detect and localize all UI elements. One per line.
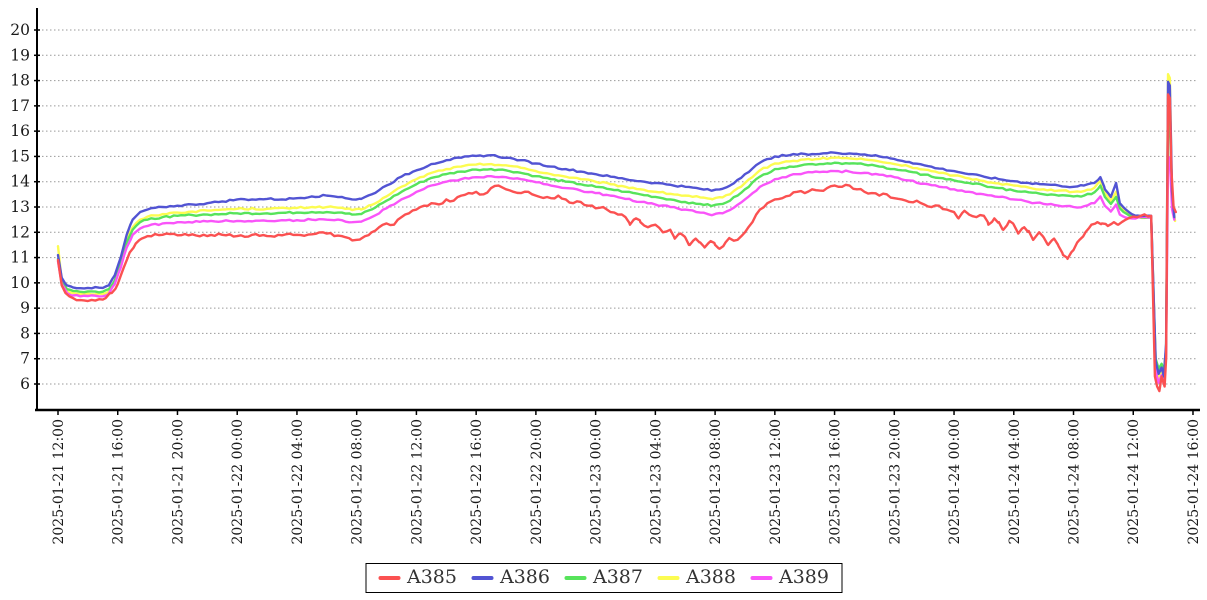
x-tick-label: 2025-01-23 20:00: [887, 419, 903, 545]
y-tick-label: 15: [10, 147, 30, 165]
y-tick-label: 14: [10, 173, 30, 191]
y-tick-label: 9: [20, 299, 30, 317]
y-tick-label: 6: [20, 375, 30, 393]
legend-item-a385: A385: [378, 568, 457, 587]
x-tick-label: 2025-01-23 12:00: [768, 419, 784, 545]
x-tick-label: 2025-01-22 04:00: [290, 419, 306, 545]
legend-swatch-a387: [564, 575, 586, 580]
chart-legend: A385 A386 A387 A388 A389: [365, 563, 842, 593]
y-tick-label: 10: [10, 274, 30, 292]
x-tick-label: 2025-01-24 08:00: [1067, 419, 1083, 545]
legend-swatch-a385: [378, 575, 400, 580]
legend-label: A386: [500, 566, 550, 588]
x-tick-label: 2025-01-22 00:00: [230, 419, 246, 545]
series-line-a388: [56, 73, 1177, 382]
x-tick-label: 2025-01-22 16:00: [469, 419, 485, 545]
legend-label: A385: [407, 566, 457, 588]
x-tick-label: 2025-01-23 16:00: [828, 419, 844, 545]
legend-label: A387: [593, 566, 643, 588]
y-tick-label: 20: [10, 21, 30, 39]
x-tick-label: 2025-01-24 00:00: [947, 419, 963, 545]
legend-swatch-a389: [750, 575, 772, 580]
x-tick-label: 2025-01-23 00:00: [589, 419, 605, 545]
series-line-a385: [56, 93, 1178, 393]
series-line-a387: [56, 116, 1176, 373]
y-tick-label: 19: [10, 46, 30, 64]
legend-item-a389: A389: [750, 568, 829, 587]
y-tick-label: 8: [20, 324, 30, 342]
x-tick-label: 2025-01-22 20:00: [529, 419, 545, 545]
y-tick-label: 16: [10, 122, 30, 140]
legend-swatch-a386: [471, 575, 493, 580]
legend-item-a386: A386: [471, 568, 550, 587]
x-tick-label: 2025-01-23 04:00: [648, 419, 664, 545]
legend-item-a388: A388: [657, 568, 736, 587]
series-line-a389: [56, 155, 1176, 386]
y-tick-label: 13: [10, 198, 30, 216]
y-tick-label: 18: [10, 72, 30, 90]
x-tick-label: 2025-01-24 04:00: [1007, 419, 1023, 545]
x-tick-label: 2025-01-24 16:00: [1186, 419, 1202, 545]
x-tick-label: 2025-01-21 16:00: [111, 419, 127, 545]
legend-swatch-a388: [657, 575, 679, 580]
y-tick-label: 7: [20, 350, 30, 368]
x-tick-label: 2025-01-23 08:00: [708, 419, 724, 545]
y-tick-label: 11: [10, 249, 30, 267]
x-tick-label: 2025-01-22 08:00: [350, 419, 366, 545]
legend-label: A388: [686, 566, 736, 588]
series-line-a386: [56, 80, 1176, 378]
x-tick-label: 2025-01-21 12:00: [51, 419, 67, 545]
legend-item-a387: A387: [564, 568, 643, 587]
x-tick-label: 2025-01-21 20:00: [170, 419, 186, 545]
x-tick-label: 2025-01-24 12:00: [1126, 419, 1142, 545]
y-tick-label: 12: [10, 223, 30, 241]
x-tick-label: 2025-01-22 12:00: [409, 419, 425, 545]
y-tick-label: 17: [10, 97, 30, 115]
legend-label: A389: [779, 566, 829, 588]
